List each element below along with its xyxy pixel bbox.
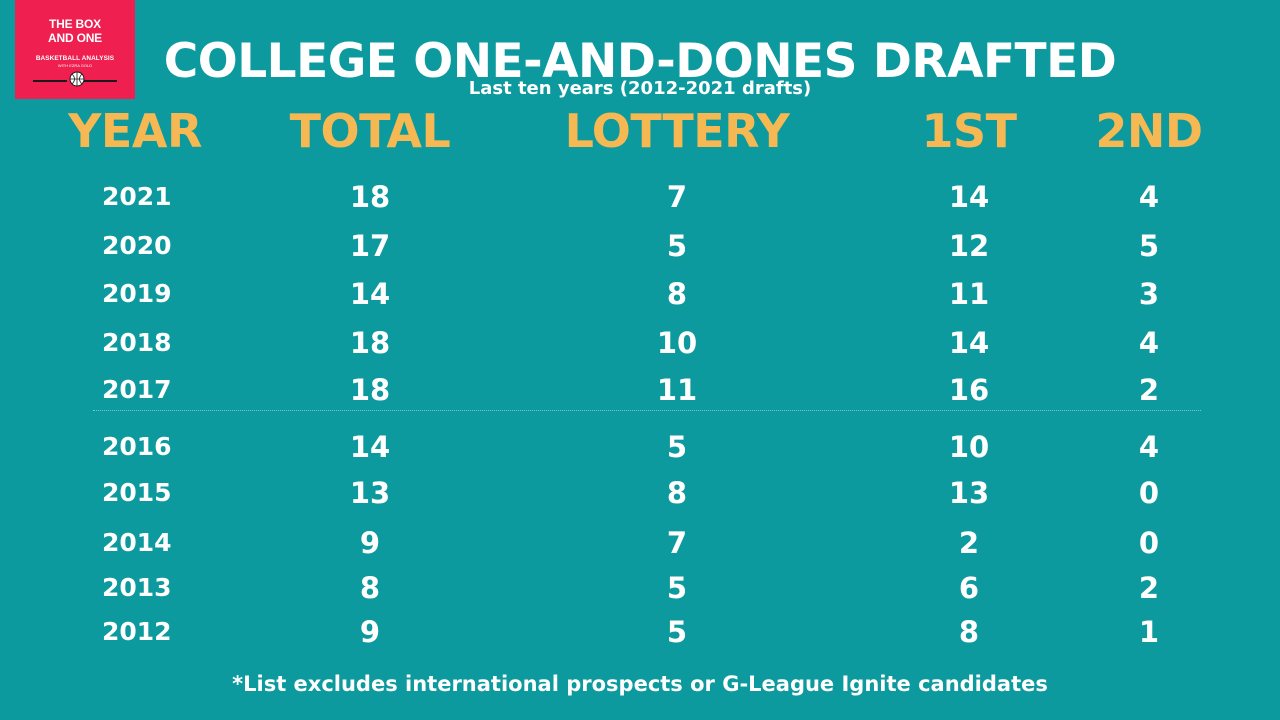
cell-total: 13: [349, 476, 391, 510]
footnote: *List excludes international prospects o…: [232, 672, 1048, 696]
column-header-total: TOTAL: [289, 104, 451, 158]
cell-first: 13: [948, 476, 990, 510]
cell-second: 0: [1138, 476, 1160, 510]
cell-second: 5: [1138, 229, 1160, 263]
cell-first: 11: [948, 277, 990, 311]
cell-year: 2012: [102, 617, 172, 646]
cell-total: 9: [359, 615, 381, 649]
cell-second: 2: [1138, 571, 1160, 605]
cell-second: 4: [1138, 430, 1160, 464]
cell-first: 8: [958, 615, 980, 649]
cell-lottery: 8: [666, 476, 688, 510]
cell-lottery: 7: [666, 180, 688, 214]
table-divider: [93, 410, 1201, 411]
cell-second: 4: [1138, 326, 1160, 360]
cell-lottery: 5: [666, 571, 688, 605]
chart-subtitle: Last ten years (2012-2021 drafts): [468, 78, 812, 99]
cell-year: 2014: [102, 528, 172, 557]
column-header-second: 2ND: [1095, 104, 1203, 158]
logo-tiny-text: WITH EZRA GOLD: [57, 63, 93, 68]
cell-year: 2018: [102, 328, 172, 357]
logo-subline: BASKETBALL ANALYSIS: [35, 55, 115, 62]
logo-line-1: THE BOX: [49, 17, 101, 31]
cell-second: 2: [1138, 373, 1160, 407]
cell-first: 6: [958, 571, 980, 605]
cell-first: 14: [948, 180, 990, 214]
cell-first: 16: [948, 373, 990, 407]
column-header-year: YEAR: [68, 104, 202, 158]
cell-lottery: 5: [666, 615, 688, 649]
cell-first: 14: [948, 326, 990, 360]
logo-bar-right: [83, 80, 117, 82]
cell-total: 14: [349, 430, 391, 464]
cell-second: 1: [1138, 615, 1160, 649]
cell-total: 8: [359, 571, 381, 605]
cell-first: 2: [958, 526, 980, 560]
cell-year: 2015: [102, 478, 172, 507]
cell-second: 0: [1138, 526, 1160, 560]
cell-first: 12: [948, 229, 990, 263]
cell-year: 2019: [102, 279, 172, 308]
column-header-first: 1ST: [921, 104, 1017, 158]
cell-year: 2016: [102, 432, 172, 461]
logo: THE BOX AND ONE BASKETBALL ANALYSIS WITH…: [15, 0, 135, 99]
column-header-lottery: LOTTERY: [564, 104, 790, 158]
logo-line-2: AND ONE: [48, 31, 102, 45]
cell-year: 2013: [102, 573, 172, 602]
cell-total: 18: [349, 326, 391, 360]
cell-total: 18: [349, 373, 391, 407]
cell-year: 2021: [102, 182, 172, 211]
cell-lottery: 8: [666, 277, 688, 311]
cell-total: 18: [349, 180, 391, 214]
chart-title: COLLEGE ONE-AND-DONES DRAFTED: [163, 34, 1117, 89]
cell-lottery: 10: [656, 326, 698, 360]
cell-total: 14: [349, 277, 391, 311]
cell-first: 10: [948, 430, 990, 464]
cell-lottery: 11: [656, 373, 698, 407]
logo-bar-left: [33, 80, 67, 82]
cell-total: 17: [349, 229, 391, 263]
cell-lottery: 7: [666, 526, 688, 560]
cell-year: 2017: [102, 375, 172, 404]
cell-total: 9: [359, 526, 381, 560]
cell-lottery: 5: [666, 229, 688, 263]
cell-second: 3: [1138, 277, 1160, 311]
basketball-icon: [69, 71, 85, 87]
cell-year: 2020: [102, 231, 172, 260]
cell-second: 4: [1138, 180, 1160, 214]
cell-lottery: 5: [666, 430, 688, 464]
